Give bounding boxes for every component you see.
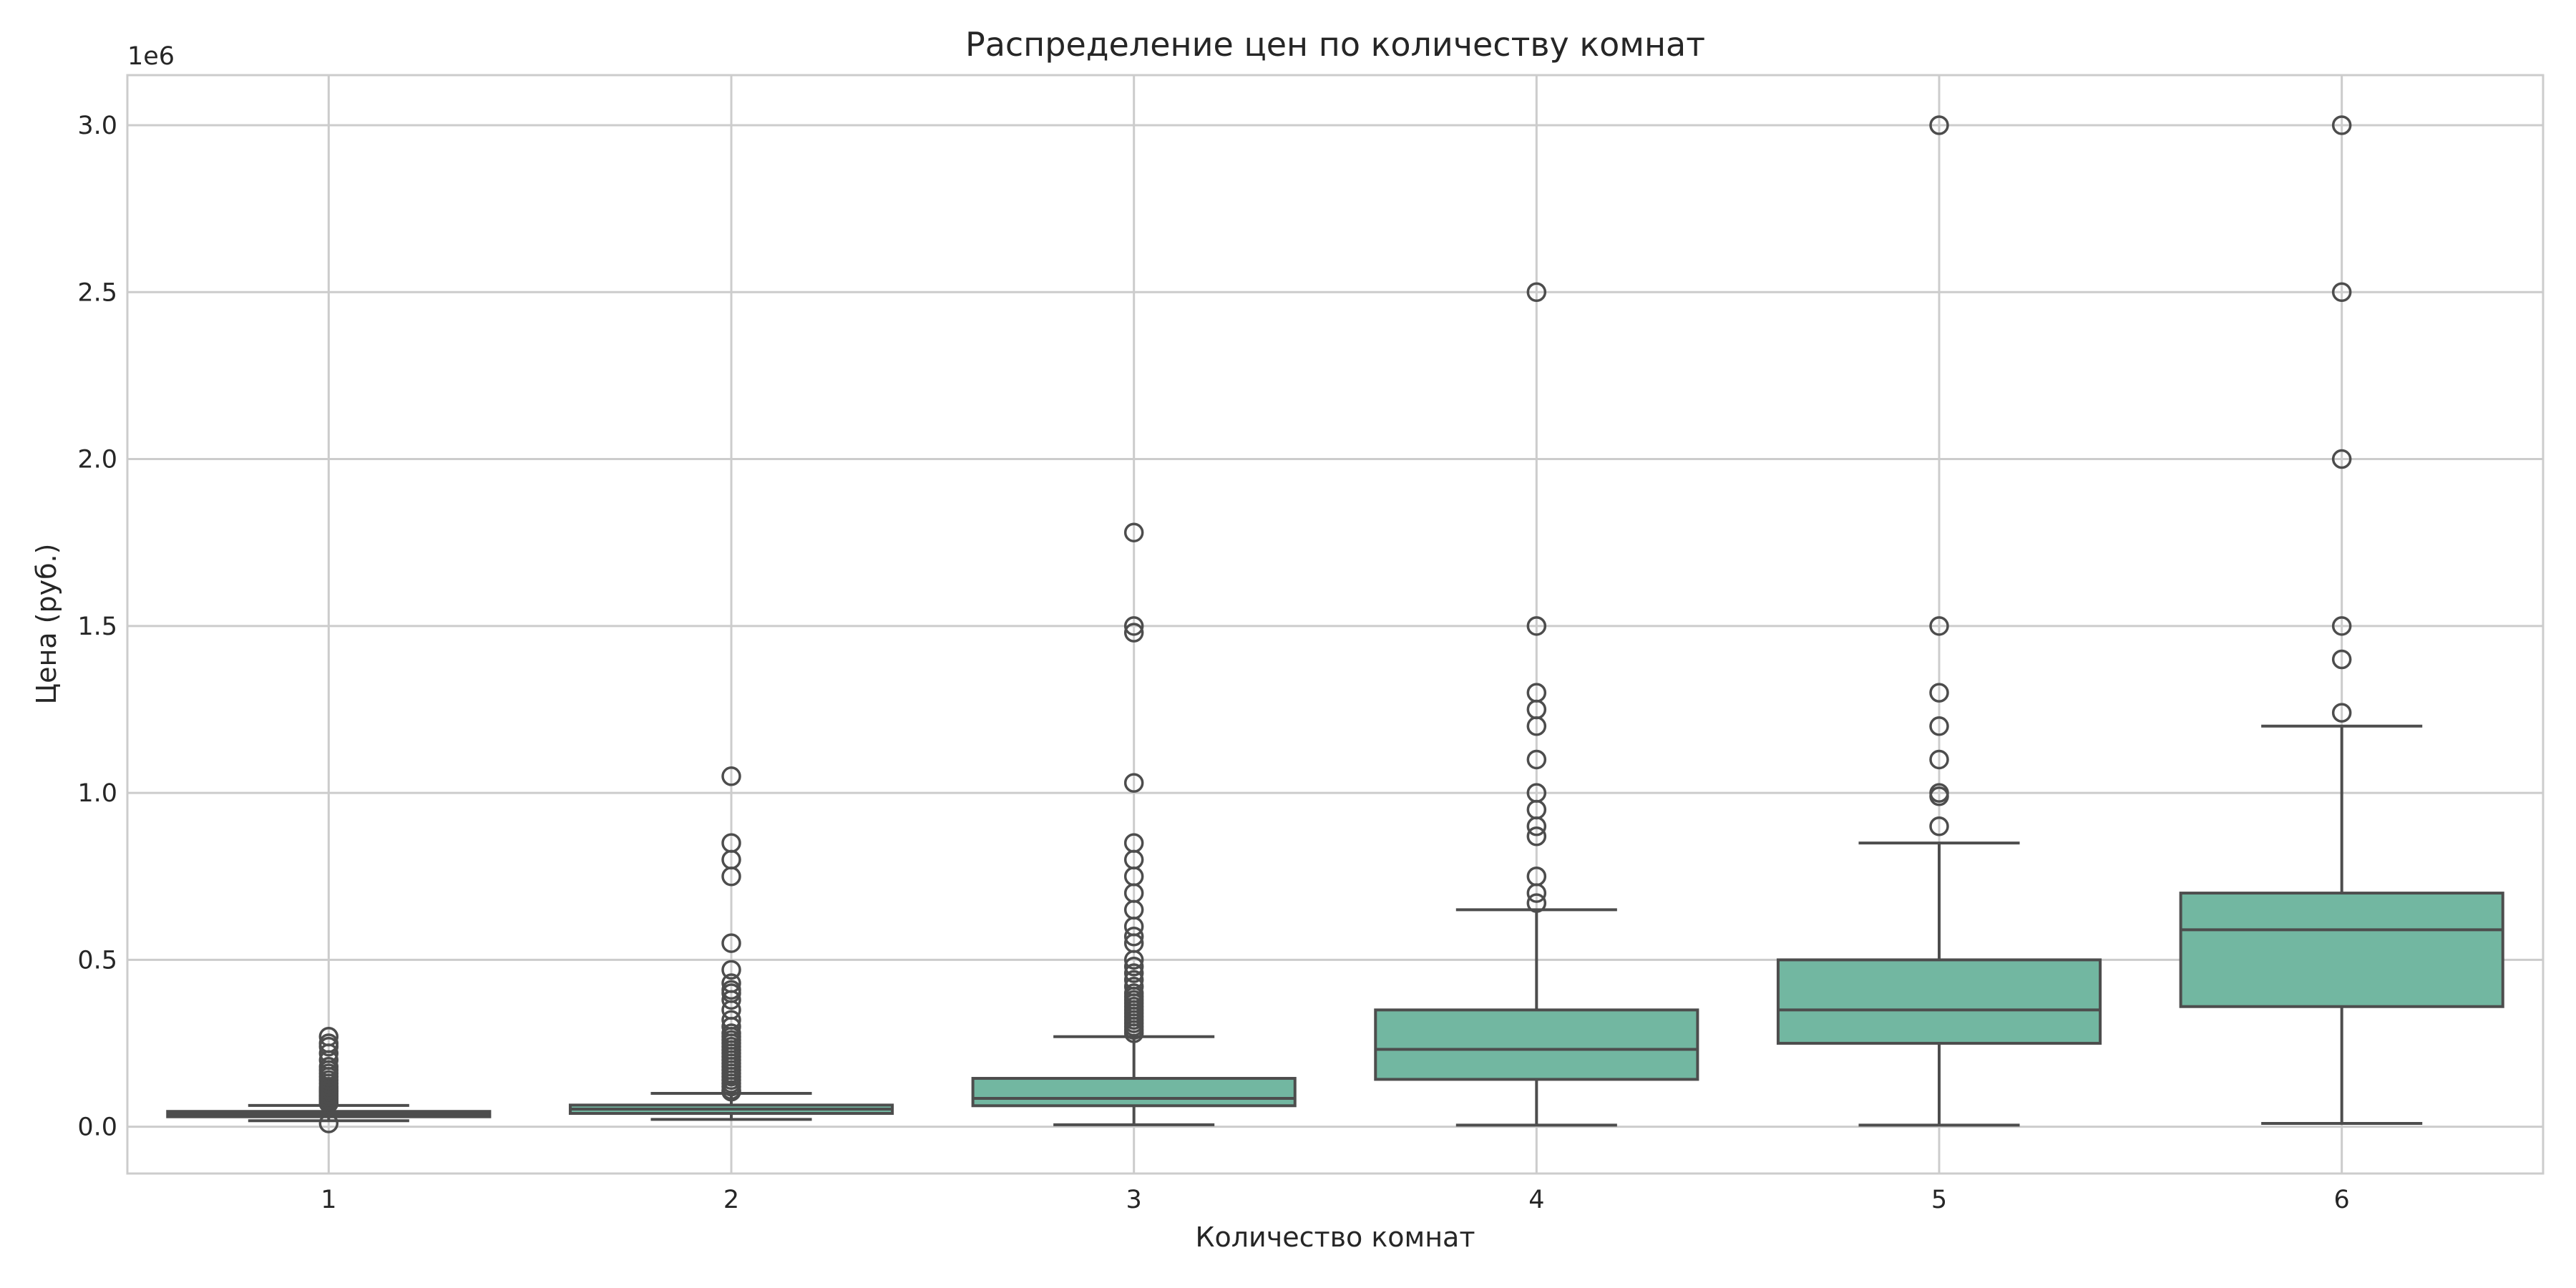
boxes	[166, 115, 2504, 1133]
y-tick-label: 1.0	[77, 779, 117, 808]
outlier-point	[721, 1010, 741, 1030]
outlier-point	[1123, 970, 1144, 990]
x-tick-label: 5	[1931, 1186, 1947, 1214]
outlier-point	[1929, 683, 1949, 703]
y-axis-title: Цена (руб.)	[31, 544, 62, 705]
box-group-4	[1374, 282, 1699, 1127]
outlier-point	[1929, 783, 1949, 803]
outlier-point	[1123, 983, 1144, 1003]
y-tick-label: 1.5	[77, 613, 117, 641]
outlier-point	[1123, 963, 1144, 983]
box-iqr	[2179, 892, 2504, 1008]
outlier-point	[1123, 616, 1144, 636]
y-tick-label: 2.5	[77, 278, 117, 307]
outlier-point	[1123, 956, 1144, 977]
outlier-point	[721, 960, 741, 980]
outlier-point	[721, 933, 741, 953]
y-tick-label: 2.0	[77, 446, 117, 474]
outlier-point	[1929, 816, 1949, 836]
outlier-point	[318, 1026, 339, 1047]
outlier-point	[2331, 449, 2352, 469]
outlier-point	[2331, 616, 2352, 636]
outlier-point	[1123, 522, 1144, 542]
outlier-point	[1123, 773, 1144, 793]
outlier-point	[1526, 826, 1547, 847]
outlier-point	[721, 1023, 741, 1043]
box-iqr	[1776, 958, 2102, 1045]
outlier-point	[1929, 716, 1949, 736]
outlier-point	[1526, 867, 1547, 887]
box-group-1	[166, 1026, 492, 1133]
grid-lines	[127, 75, 2543, 1174]
outlier-point	[1123, 833, 1144, 853]
outlier-point	[1123, 976, 1144, 997]
outlier-point	[721, 766, 741, 786]
outlier-point	[318, 1056, 339, 1077]
y-tick-label: 0.5	[77, 946, 117, 975]
x-tick-label: 6	[2334, 1186, 2350, 1214]
chart-title: Распределение цен по количеству комнат	[965, 25, 1705, 64]
box-iqr	[971, 1077, 1297, 1108]
x-tick-label: 4	[1528, 1186, 1544, 1214]
outlier-point	[1123, 623, 1144, 643]
x-tick-labels: 1 2 3 4 5 6	[321, 1186, 2350, 1214]
outlier-point	[1929, 749, 1949, 770]
x-axis-title: Количество комнат	[1196, 1221, 1475, 1253]
outlier-point	[1526, 616, 1547, 636]
outlier-point	[1526, 282, 1547, 303]
box-group-5	[1776, 115, 2102, 1127]
outlier-point	[2331, 282, 2352, 303]
outlier-point	[2331, 703, 2352, 723]
outlier-point	[2331, 649, 2352, 670]
outlier-point	[721, 833, 741, 853]
plot-frame	[126, 74, 2545, 1175]
outlier-point	[1526, 749, 1547, 770]
x-tick-label: 2	[723, 1186, 739, 1214]
outlier-point	[1526, 683, 1547, 703]
x-tick-label: 1	[321, 1186, 336, 1214]
box-group-3	[971, 522, 1297, 1126]
box-iqr	[1374, 1008, 1699, 1081]
box-group-6	[2179, 115, 2504, 1126]
box-group-2	[568, 766, 894, 1121]
outlier-point	[1929, 616, 1949, 636]
y-tick-label: 0.0	[77, 1113, 117, 1142]
outlier-point	[2331, 115, 2352, 135]
outlier-point	[318, 1033, 339, 1053]
y-offset-label: 1e6	[127, 42, 175, 71]
outlier-point	[1526, 783, 1547, 803]
outlier-point	[1526, 893, 1547, 913]
y-tick-label: 3.0	[77, 112, 117, 140]
x-tick-label: 3	[1126, 1186, 1142, 1214]
outlier-point	[1123, 926, 1144, 947]
y-tick-labels: 0.0 0.5 1.0 1.5 2.0 2.5 3.0	[77, 112, 117, 1142]
outlier-point	[721, 973, 741, 993]
outlier-point	[318, 1113, 339, 1133]
outlier-point	[721, 980, 741, 1000]
outlier-point	[1929, 115, 1949, 135]
